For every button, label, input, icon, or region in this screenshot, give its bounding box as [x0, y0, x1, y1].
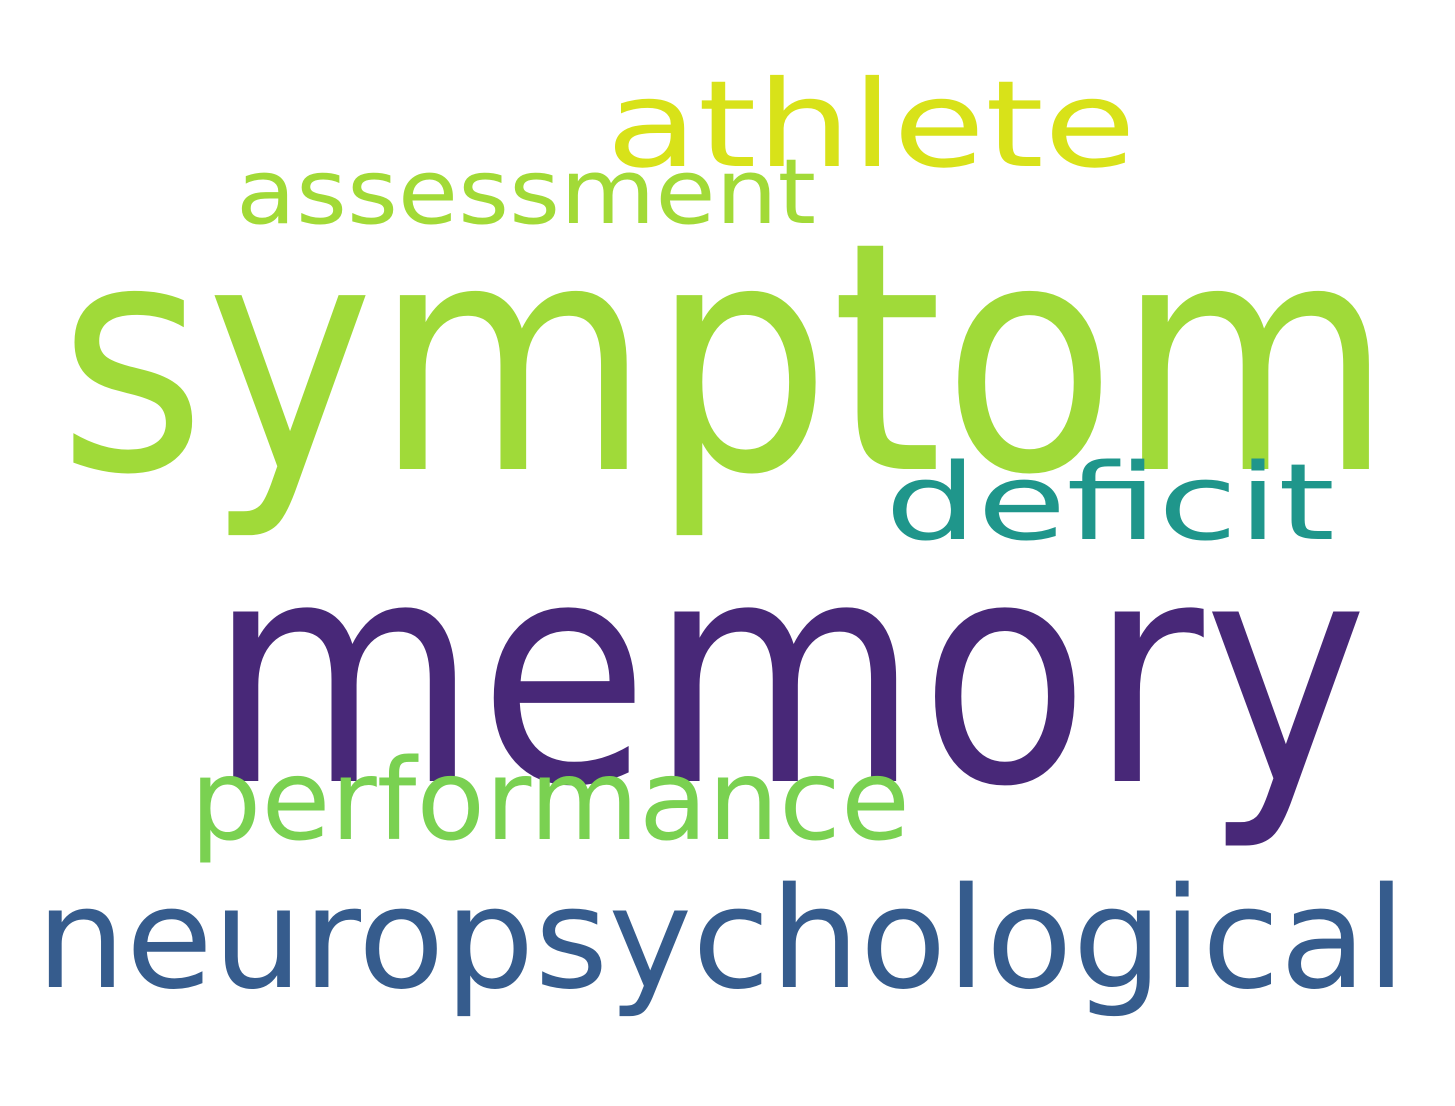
word-athlete: athlete: [606, 56, 1137, 195]
word-memory: memory: [208, 494, 1369, 855]
word-neuropsychological: neuropsychological: [36, 858, 1406, 1021]
word-assessment: assessment: [236, 140, 817, 245]
word-deficit: deficit: [885, 441, 1335, 564]
word-performance: performance: [190, 736, 911, 866]
word-symptom: symptom: [58, 174, 1394, 544]
